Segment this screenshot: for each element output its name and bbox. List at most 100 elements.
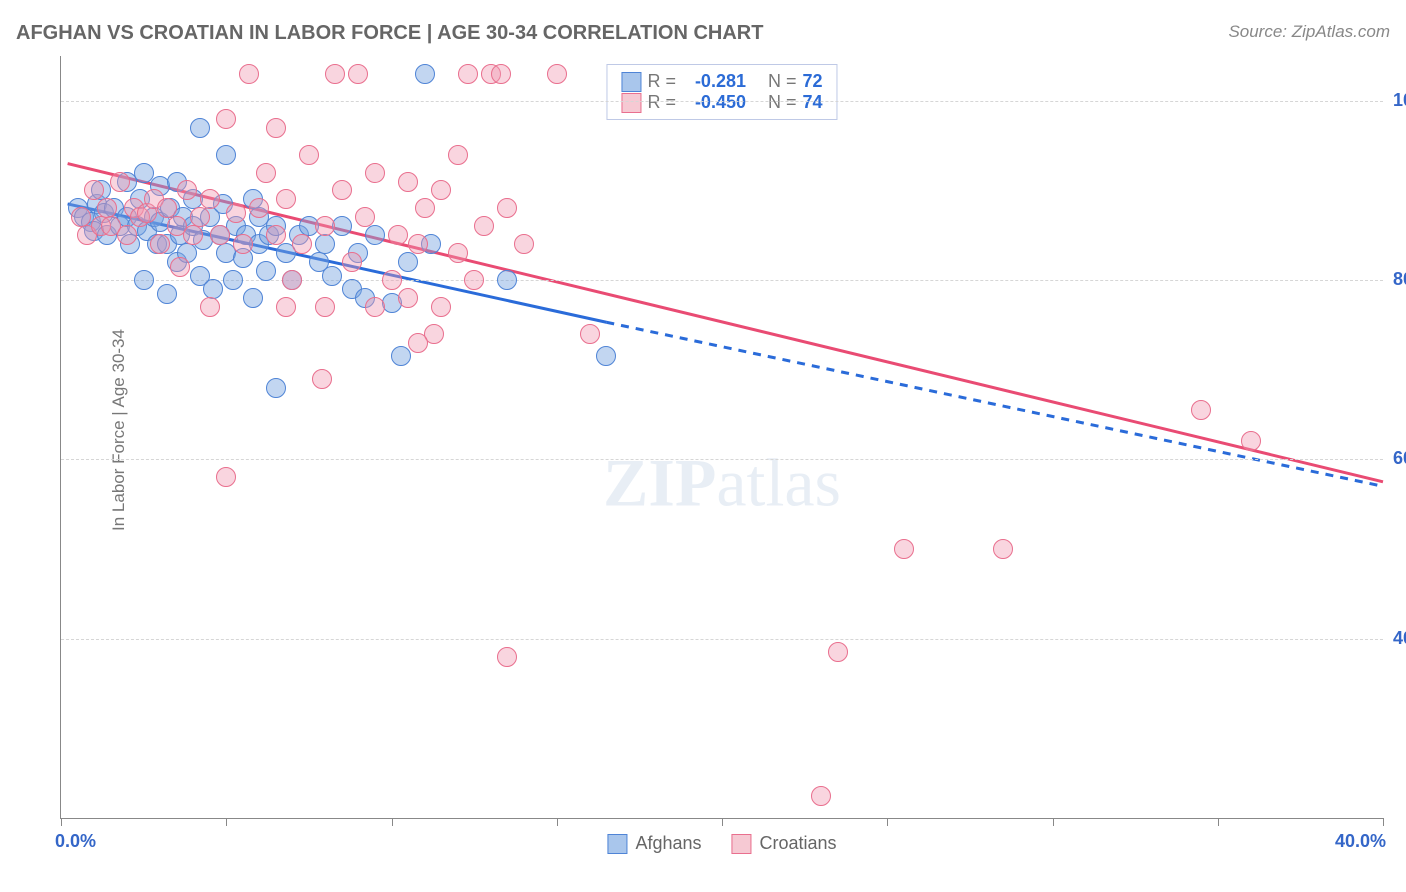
plot-area: ZIPatlas R =-0.281N =72R =-0.450N =74 Af… [60,56,1383,819]
scatter-point [391,346,411,366]
scatter-point [415,64,435,84]
scatter-point [993,539,1013,559]
x-tick [722,818,723,826]
legend-r-label: R = [647,71,676,92]
legend-n-label: N = [768,92,797,113]
y-tick-label: 40.0% [1393,628,1406,649]
scatter-point [1241,431,1261,451]
legend-correlation-row: R = -0.281 N = 72 [621,71,822,92]
legend-correlation: R =-0.281N =72R =-0.450N =74 [606,64,837,120]
legend-swatch [732,834,752,854]
scatter-point [223,270,243,290]
scatter-point [497,270,517,290]
scatter-point [256,261,276,281]
watermark-light: atlas [716,444,841,520]
scatter-point [1191,400,1211,420]
scatter-point [596,346,616,366]
scatter-point [398,288,418,308]
scatter-point [226,203,246,223]
x-tick [887,818,888,826]
scatter-point [408,333,428,353]
scatter-point [200,297,220,317]
chart-title: AFGHAN VS CROATIAN IN LABOR FORCE | AGE … [16,22,763,44]
scatter-point [203,279,223,299]
scatter-point [315,234,335,254]
legend-swatch [621,72,641,92]
scatter-point [325,64,345,84]
scatter-point [110,172,130,192]
scatter-point [157,284,177,304]
gridline [61,459,1383,460]
scatter-point [514,234,534,254]
legend-correlation-row: R =-0.450N =74 [621,92,822,113]
scatter-point [382,270,402,290]
scatter-point [256,163,276,183]
x-tick-label: 40.0% [1335,831,1386,852]
legend-series: Afghans Croatians [607,833,836,854]
y-tick-label: 60.0% [1393,448,1406,469]
legend-series-item: Afghans [607,833,701,854]
legend-n-value: 72 [803,71,823,92]
scatter-point [276,297,296,317]
scatter-point [348,64,368,84]
scatter-point [431,297,451,317]
scatter-point [474,216,494,236]
trend-line [606,322,1383,486]
x-tick [226,818,227,826]
gridline [61,280,1383,281]
scatter-point [216,145,236,165]
scatter-point [365,297,385,317]
y-tick-label: 80.0% [1393,269,1406,290]
scatter-point [266,378,286,398]
x-tick [61,818,62,826]
scatter-point [580,324,600,344]
gridline [61,639,1383,640]
legend-r-value: -0.281 [682,71,746,92]
x-tick [1218,818,1219,826]
title-row: AFGHAN VS CROATIAN IN LABOR FORCE | AGE … [16,22,1390,45]
legend-n-label: N = [768,71,797,92]
scatter-point [299,145,319,165]
scatter-point [365,225,385,245]
scatter-point [170,257,190,277]
scatter-point [448,243,468,263]
scatter-point [134,163,154,183]
watermark: ZIPatlas [603,443,841,522]
scatter-point [894,539,914,559]
scatter-point [547,64,567,84]
chart-container: AFGHAN VS CROATIAN IN LABOR FORCE | AGE … [0,0,1406,892]
scatter-point [233,234,253,254]
scatter-point [266,225,286,245]
scatter-point [388,225,408,245]
scatter-point [398,172,418,192]
scatter-point [398,252,418,272]
watermark-bold: ZIP [603,444,716,520]
scatter-point [497,198,517,218]
scatter-point [431,180,451,200]
legend-series-label: Afghans [635,833,701,854]
x-tick-label: 0.0% [55,831,96,852]
y-tick-label: 100.0% [1393,90,1406,111]
x-tick [1383,818,1384,826]
legend-swatch [607,834,627,854]
scatter-point [266,118,286,138]
legend-series-item: Croatians [732,833,837,854]
gridline [61,101,1383,102]
scatter-point [497,647,517,667]
scatter-point [315,216,335,236]
scatter-point [458,64,478,84]
scatter-point [190,118,210,138]
scatter-point [276,189,296,209]
legend-n-value: 74 [803,92,823,113]
x-tick [1053,818,1054,826]
scatter-point [448,145,468,165]
scatter-point [210,225,230,245]
scatter-point [177,180,197,200]
scatter-point [216,109,236,129]
scatter-point [216,467,236,487]
scatter-point [415,198,435,218]
scatter-point [811,786,831,806]
scatter-point [282,270,302,290]
legend-swatch [621,93,641,113]
legend-series-label: Croatians [760,833,837,854]
